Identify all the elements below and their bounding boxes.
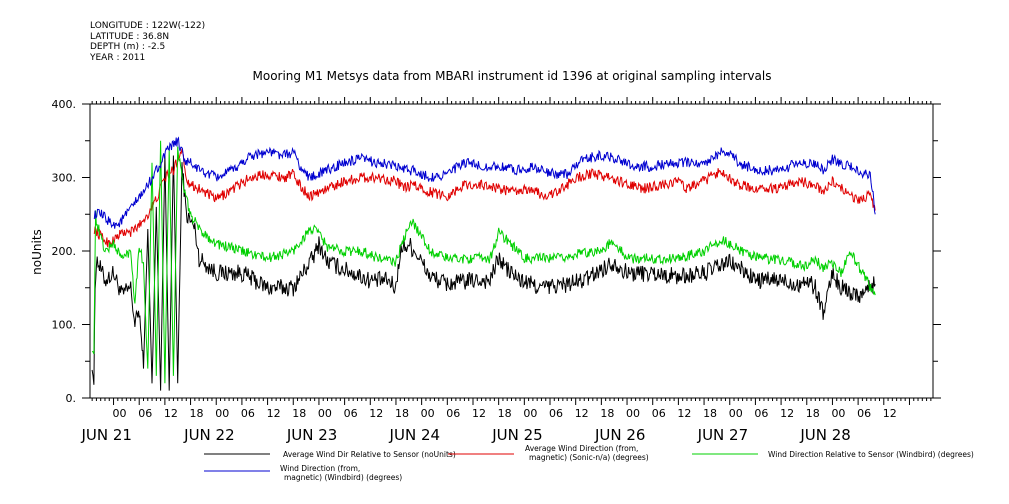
year-label: YEAR : 2011 [90, 52, 146, 63]
series-line [91, 155, 876, 391]
x-hour-label: 00 [318, 407, 332, 420]
x-hour-label: 06 [344, 407, 358, 420]
y-tick-label: 400. [52, 98, 77, 111]
x-day-label: JUN 23 [286, 426, 337, 444]
y-tick-label: 100. [52, 319, 77, 332]
x-hour-label: 12 [575, 407, 589, 420]
legend-entry: Wind Direction (from, magnetic) (Windbird… [280, 464, 402, 482]
x-hour-label: 06 [446, 407, 460, 420]
x-day-label: JUN 28 [799, 426, 850, 444]
x-hour-label: 06 [138, 407, 152, 420]
x-hour-label: 18 [600, 407, 614, 420]
x-hour-label: 00 [523, 407, 537, 420]
x-hour-label: 00 [626, 407, 640, 420]
x-hour-label: 00 [113, 407, 127, 420]
chart-title: Mooring M1 Metsys data from MBARI instru… [253, 69, 772, 83]
depth-label: DEPTH (m) : -2.5 [90, 42, 166, 52]
x-hour-label: 00 [215, 407, 229, 420]
y-tick-label: 200. [52, 245, 77, 258]
x-hour-label: 12 [267, 407, 281, 420]
x-hour-label: 06 [549, 407, 563, 420]
x-hour-label: 18 [806, 407, 820, 420]
y-axis-label: noUnits [30, 229, 44, 275]
series-line [93, 136, 876, 229]
x-hour-label: 18 [190, 407, 204, 420]
x-day-label: JUN 21 [80, 426, 131, 444]
plot-frame [89, 103, 934, 399]
y-tick-label: 0. [66, 392, 77, 405]
series-line [91, 140, 876, 384]
x-hour-label: 12 [369, 407, 383, 420]
x-hour-label: 18 [292, 407, 306, 420]
legend: Average Wind Dir Relative to Sensor (noU… [204, 444, 974, 482]
x-day-label: JUN 22 [183, 426, 234, 444]
x-hour-label: 12 [780, 407, 794, 420]
legend-entry: Wind Direction Relative to Sensor (Windb… [768, 450, 974, 459]
x-day-label: JUN 25 [491, 426, 542, 444]
x-hour-label: 18 [395, 407, 409, 420]
y-tick-label: 300. [52, 172, 77, 185]
x-hour-label: 00 [831, 407, 845, 420]
x-hour-label: 12 [883, 407, 897, 420]
x-day-label: JUN 27 [697, 426, 748, 444]
x-hour-label: 06 [652, 407, 666, 420]
legend-entry: Average Wind Direction (from, magnetic) (… [525, 444, 649, 462]
x-hour-label: 06 [754, 407, 768, 420]
x-hour-label: 18 [498, 407, 512, 420]
station-metadata: LONGITUDE : 122W(-122) LATITUDE : 36.8N … [90, 21, 205, 63]
longitude-label: LONGITUDE : 122W(-122) [90, 21, 206, 31]
x-hour-label: 18 [703, 407, 717, 420]
legend-entry: Average Wind Dir Relative to Sensor (noU… [283, 450, 456, 459]
series-lines [91, 136, 876, 391]
x-day-label: JUN 26 [594, 426, 645, 444]
x-hour-label: 12 [472, 407, 486, 420]
x-hour-label: 06 [241, 407, 255, 420]
latitude-label: LATITUDE : 36.8N [90, 31, 170, 42]
x-hour-label: 12 [677, 407, 691, 420]
x-hour-label: 00 [729, 407, 743, 420]
x-hour-label: 06 [857, 407, 871, 420]
x-day-label: JUN 24 [389, 426, 440, 444]
x-hour-label: 12 [164, 407, 178, 420]
series-line [93, 148, 876, 248]
x-hour-label: 00 [421, 407, 435, 420]
axes: 0. 100. 200. 300. 400. 00 06 12 18 00 06 12 18 00 06 12… [52, 97, 941, 444]
